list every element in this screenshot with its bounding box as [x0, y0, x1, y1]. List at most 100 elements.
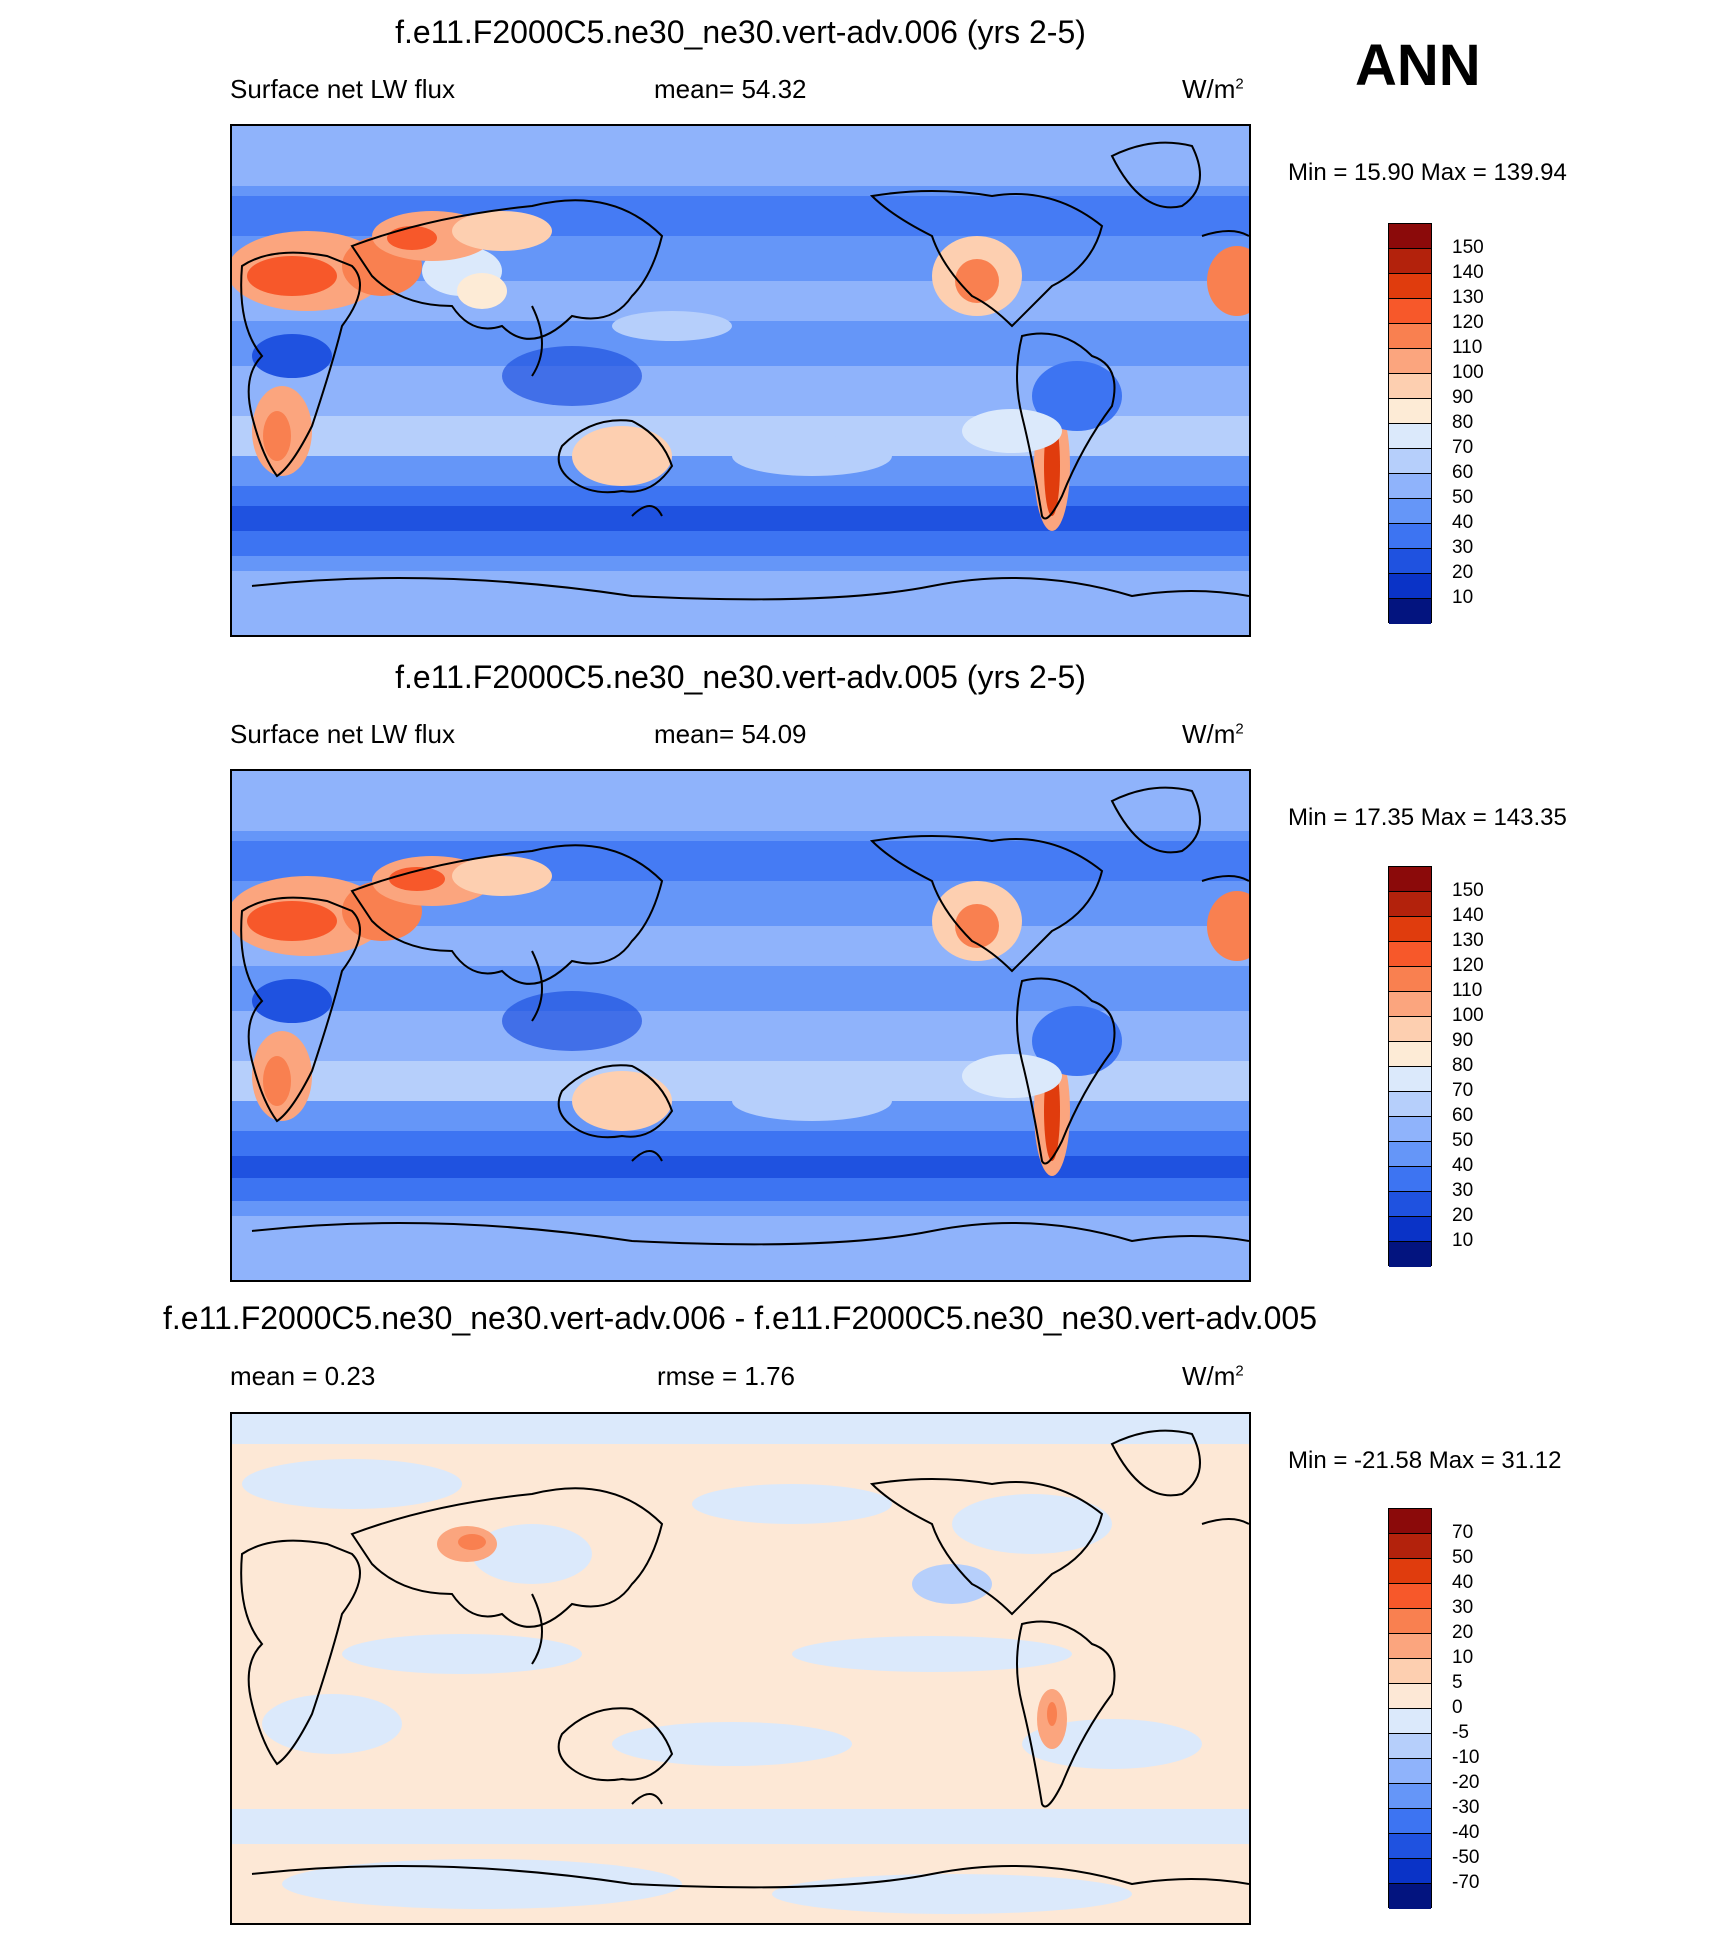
colorbar-label: 40	[1452, 1572, 1474, 1593]
colorbar-panel1	[1388, 223, 1432, 624]
colorbar-label: -5	[1452, 1722, 1469, 1743]
colorbar-label: 130	[1452, 930, 1484, 951]
colorbar-box	[1389, 1884, 1431, 1909]
colorbar-box	[1389, 524, 1431, 549]
colorbar-box	[1389, 224, 1431, 249]
colorbar-label: 110	[1452, 980, 1483, 1001]
colorbar-label: -20	[1452, 1772, 1480, 1793]
colorbar-box	[1389, 1017, 1431, 1042]
colorbar-box	[1389, 967, 1431, 992]
colorbar-panel2	[1388, 866, 1432, 1267]
colorbar-box	[1389, 499, 1431, 524]
colorbar-box	[1389, 1659, 1431, 1684]
colorbar-label: 30	[1452, 1597, 1474, 1618]
colorbar-label: 120	[1452, 312, 1484, 333]
colorbar-box	[1389, 1509, 1431, 1534]
colorbar-box	[1389, 399, 1431, 424]
colorbar-label: 10	[1452, 1647, 1474, 1668]
colorbar-label: 10	[1452, 1230, 1474, 1251]
colorbar-panel3	[1388, 1508, 1432, 1909]
colorbar-label: 100	[1452, 362, 1484, 383]
colorbar-box	[1389, 1584, 1431, 1609]
colorbar-box	[1389, 1217, 1431, 1242]
colorbar-box	[1389, 1634, 1431, 1659]
map-panel3	[230, 1412, 1251, 1925]
colorbar-label: 60	[1452, 462, 1474, 483]
panel2-title: f.e11.F2000C5.ne30_ne30.vert-adv.005 (yr…	[395, 659, 1086, 695]
panel3-minmax: Min = -21.58 Max = 31.12	[1288, 1447, 1562, 1474]
colorbar-label: 50	[1452, 487, 1474, 508]
colorbar-label: 20	[1452, 1622, 1474, 1643]
colorbar-label: 140	[1452, 905, 1484, 926]
colorbar-box	[1389, 1242, 1431, 1267]
colorbar-box	[1389, 1784, 1431, 1809]
colorbar-box	[1389, 1734, 1431, 1759]
colorbar-box	[1389, 1142, 1431, 1167]
colorbar-box	[1389, 274, 1431, 299]
colorbar-label: 120	[1452, 955, 1484, 976]
colorbar-box	[1389, 324, 1431, 349]
colorbar-label: 30	[1452, 1180, 1474, 1201]
colorbar-label: 0	[1452, 1697, 1463, 1718]
panel1-units: W/m2	[1182, 74, 1244, 104]
colorbar-box	[1389, 1859, 1431, 1884]
colorbar-box	[1389, 1684, 1431, 1709]
panel2-variable: Surface net LW flux	[230, 719, 455, 749]
colorbar-label: 150	[1452, 880, 1484, 901]
panel2-minmax: Min = 17.35 Max = 143.35	[1288, 804, 1567, 831]
colorbar-label: 10	[1452, 587, 1474, 608]
colorbar-box	[1389, 374, 1431, 399]
panel3-title: f.e11.F2000C5.ne30_ne30.vert-adv.006 - f…	[163, 1300, 1317, 1336]
panel2-mean: mean= 54.09	[654, 719, 807, 749]
colorbar-box	[1389, 1759, 1431, 1784]
colorbar-label: 80	[1452, 1055, 1474, 1076]
colorbar-box	[1389, 249, 1431, 274]
colorbar-box	[1389, 867, 1431, 892]
colorbar-box	[1389, 1709, 1431, 1734]
colorbar-label: 110	[1452, 337, 1483, 358]
panel1-title: f.e11.F2000C5.ne30_ne30.vert-adv.006 (yr…	[395, 14, 1086, 50]
colorbar-box	[1389, 424, 1431, 449]
colorbar-box	[1389, 1117, 1431, 1142]
colorbar-label: 100	[1452, 1005, 1484, 1026]
colorbar-box	[1389, 1192, 1431, 1217]
colorbar-box	[1389, 892, 1431, 917]
colorbar-box	[1389, 917, 1431, 942]
colorbar-label: 70	[1452, 1080, 1474, 1101]
colorbar-box	[1389, 474, 1431, 499]
colorbar-box	[1389, 1559, 1431, 1584]
colorbar-box	[1389, 1609, 1431, 1634]
colorbar-label: 90	[1452, 1030, 1474, 1051]
colorbar-box	[1389, 942, 1431, 967]
colorbar-box	[1389, 599, 1431, 624]
colorbar-label: 60	[1452, 1105, 1474, 1126]
colorbar-box	[1389, 574, 1431, 599]
colorbar-label: -70	[1452, 1872, 1480, 1893]
colorbar-label: 70	[1452, 1522, 1474, 1543]
colorbar-label: 140	[1452, 262, 1484, 283]
colorbar-label: 80	[1452, 412, 1474, 433]
colorbar-box	[1389, 299, 1431, 324]
colorbar-box	[1389, 1042, 1431, 1067]
colorbar-box	[1389, 1809, 1431, 1834]
colorbar-label: 130	[1452, 287, 1484, 308]
colorbar-box	[1389, 992, 1431, 1017]
colorbar-box	[1389, 549, 1431, 574]
panel3-units: W/m2	[1182, 1361, 1244, 1391]
panel1-mean: mean= 54.32	[654, 74, 807, 104]
colorbar-label: 30	[1452, 537, 1474, 558]
colorbar-label: -30	[1452, 1797, 1480, 1818]
season-label: ANN	[1355, 33, 1481, 98]
panel3-mean: mean = 0.23	[230, 1361, 376, 1391]
colorbar-label: -10	[1452, 1747, 1480, 1768]
map-panel2	[230, 769, 1251, 1282]
colorbar-label: 50	[1452, 1547, 1474, 1568]
map-panel1	[230, 124, 1251, 637]
colorbar-box	[1389, 1167, 1431, 1192]
colorbar-label: 50	[1452, 1130, 1474, 1151]
panel3-rmse: rmse = 1.76	[657, 1361, 796, 1391]
colorbar-box	[1389, 349, 1431, 374]
colorbar-label: 40	[1452, 1155, 1474, 1176]
colorbar-label: 40	[1452, 512, 1474, 533]
colorbar-label: 20	[1452, 1205, 1474, 1226]
